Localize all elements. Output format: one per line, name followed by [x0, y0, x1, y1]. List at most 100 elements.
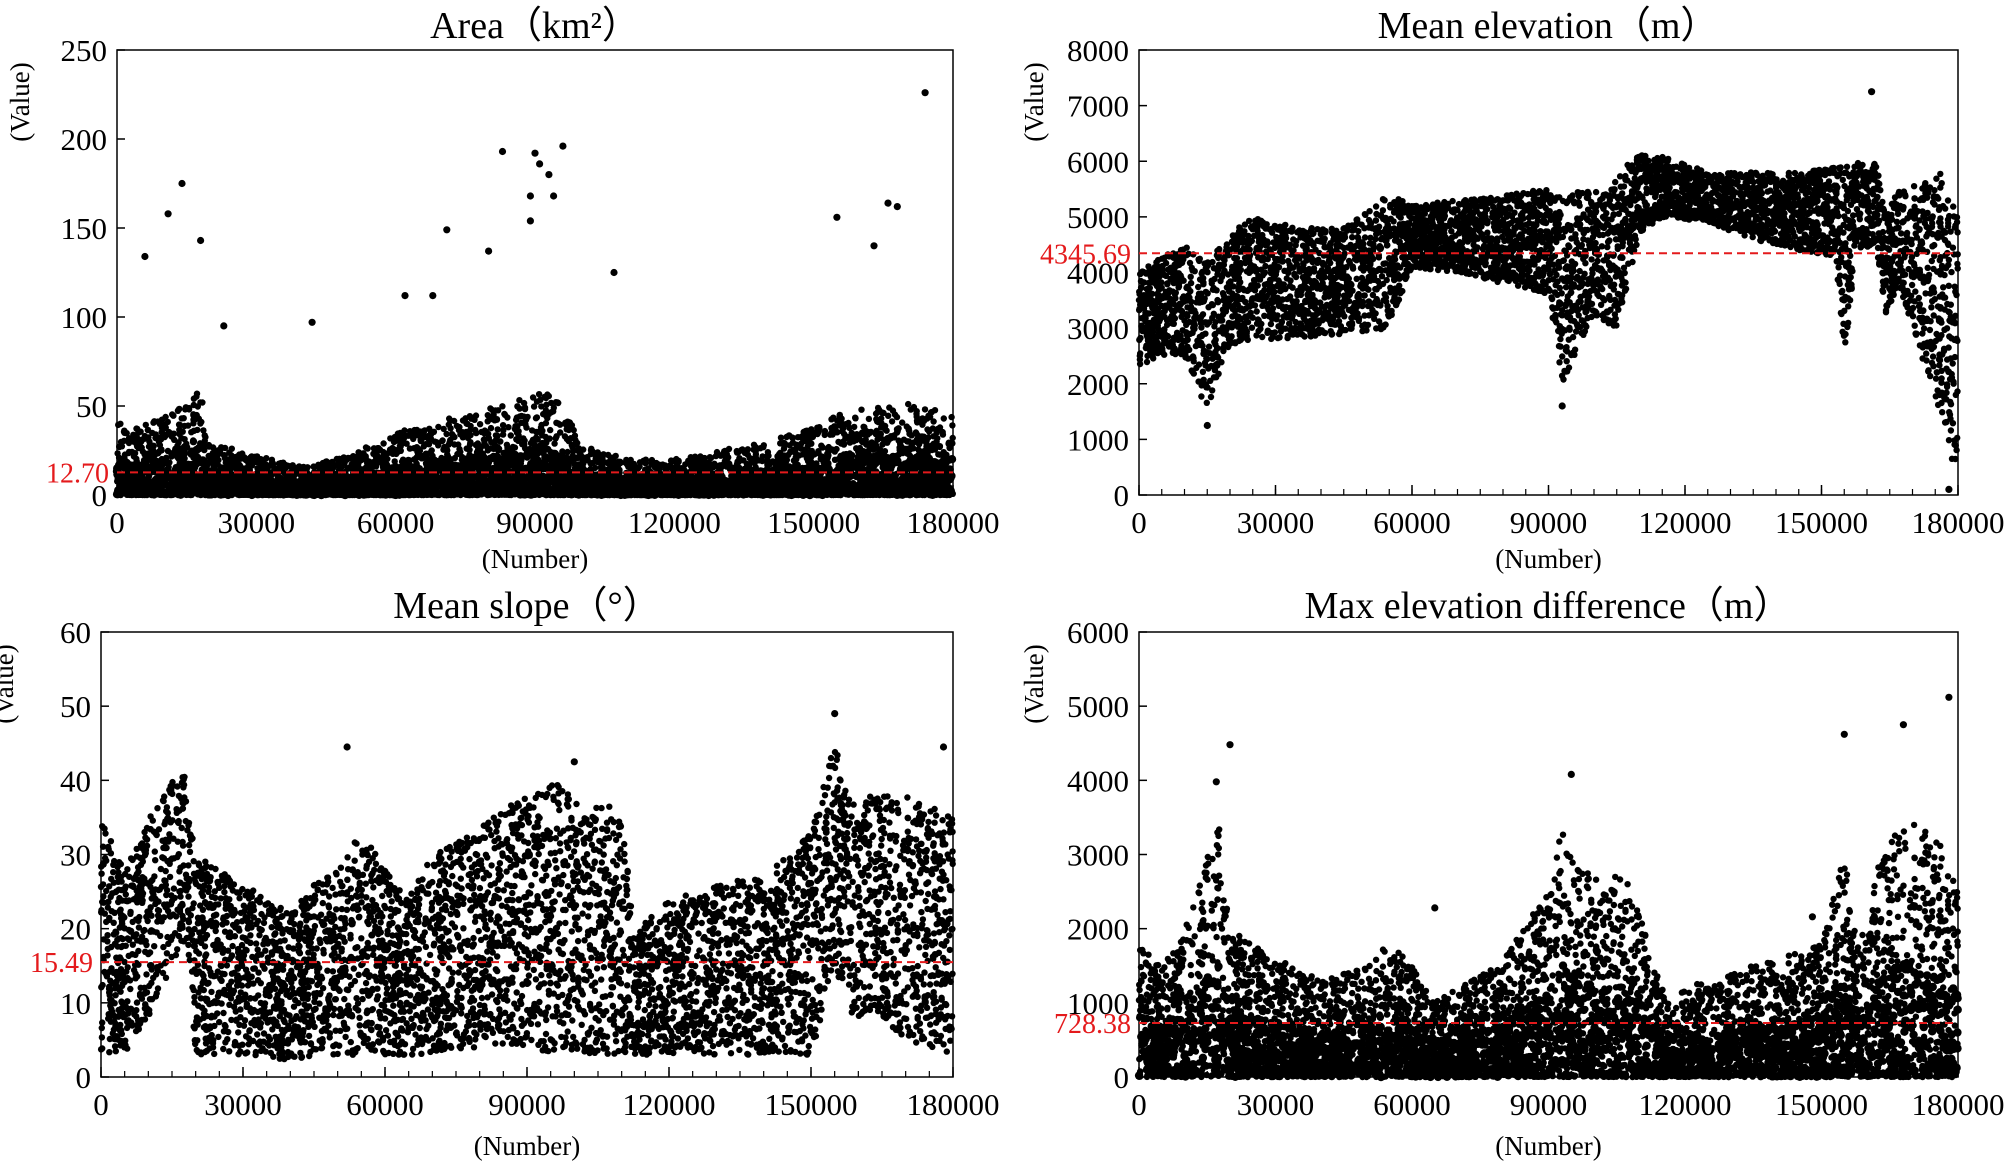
scatter-point [133, 425, 139, 431]
scatter-point [467, 432, 473, 438]
x-tick-label: 60000 [357, 505, 435, 540]
scatter-point [250, 457, 256, 463]
scatter-point [765, 453, 771, 459]
scatter-point [538, 403, 544, 409]
x-tick-label: 150000 [767, 505, 860, 540]
scatter-point [332, 462, 338, 468]
scatter-point [356, 450, 362, 456]
scatter-point [777, 440, 783, 446]
scatter-point [190, 439, 196, 445]
scatter-point [221, 452, 227, 458]
scatter-point [512, 426, 518, 432]
scatter-point [428, 430, 434, 436]
scatter-point [750, 446, 756, 452]
scatter-point [181, 415, 187, 421]
scatter-point [391, 439, 397, 445]
scatter-point [345, 455, 351, 461]
scatter-point [390, 451, 396, 457]
scatter-point [407, 428, 413, 434]
scatter-point [948, 414, 954, 420]
scatter-point [907, 446, 913, 452]
scatter-point [197, 420, 203, 426]
scatter-point [485, 418, 491, 424]
scatter-point [536, 391, 542, 397]
scatter-point [566, 438, 572, 444]
scatter-point [900, 450, 906, 456]
scatter-point [512, 444, 518, 450]
scatter-point [361, 456, 367, 462]
scatter-point [202, 432, 208, 438]
scatter-point [555, 400, 561, 406]
scatter-point [398, 437, 404, 443]
scatter-point [757, 445, 763, 451]
scatter-point [875, 408, 881, 414]
scatter-point [462, 415, 468, 421]
scatter-point [455, 441, 461, 447]
x-tick-label: 120000 [628, 505, 721, 540]
scatter-point [564, 426, 570, 432]
scatter-point [380, 440, 386, 446]
scatter-point [477, 421, 483, 427]
scatter-point [517, 413, 523, 419]
scatter-point [950, 435, 956, 441]
scatter-point [705, 460, 711, 466]
scatter-point [195, 403, 201, 409]
scatter-point [648, 458, 654, 464]
scatter-point [885, 413, 891, 419]
scatter-point [866, 416, 872, 422]
scatter-point [381, 455, 387, 461]
scatter-series [113, 89, 956, 499]
scatter-point [815, 448, 821, 454]
scatter-point [482, 427, 488, 433]
scatter-point [851, 424, 857, 430]
scatter-point [890, 407, 896, 413]
scatter-point [941, 415, 947, 421]
scatter-point [134, 443, 140, 449]
scatter-point [849, 430, 855, 436]
scatter-point [882, 423, 888, 429]
scatter-point [270, 460, 276, 466]
scatter-point [645, 465, 651, 471]
scatter-point [513, 436, 519, 442]
scatter-point [397, 443, 403, 449]
figure: Area（km²）0501001502002500 30000 60000 90000… [0, 0, 2008, 1166]
scatter-point [181, 423, 187, 429]
scatter-point [922, 406, 928, 412]
y-tick-label: 250 [61, 33, 108, 68]
scatter-point [539, 441, 545, 447]
scatter-point [315, 462, 321, 468]
scatter-point [177, 429, 183, 435]
scatter-point [551, 440, 557, 446]
scatter-point [932, 407, 938, 413]
scatter-point [478, 444, 484, 450]
scatter-point [489, 407, 495, 413]
scatter-point [906, 427, 912, 433]
scatter-point [808, 453, 814, 459]
scatter-point [188, 429, 194, 435]
scatter-point [834, 418, 840, 424]
scatter-point [528, 440, 534, 446]
scatter-point [791, 457, 797, 463]
scatter-point [413, 455, 419, 461]
scatter-point [569, 444, 575, 450]
scatter-point [492, 442, 498, 448]
chart-title: Area（km²） [430, 5, 640, 47]
scatter-point [828, 425, 834, 431]
scatter-point [447, 417, 453, 423]
scatter-point [862, 427, 868, 433]
y-tick-label: 100 [61, 300, 108, 335]
scatter-point [175, 408, 181, 414]
scatter-point [834, 429, 840, 435]
y-tick-label: 150 [61, 211, 108, 246]
scatter-point [845, 420, 851, 426]
scatter-point [406, 457, 412, 463]
scatter-point [213, 450, 219, 456]
x-axis-label: (Number) [482, 544, 588, 574]
scatter-point [613, 453, 619, 459]
scatter-point [117, 421, 123, 427]
scatter-point [547, 427, 553, 433]
scatter-point [858, 407, 864, 413]
scatter-point [814, 431, 820, 437]
scatter-point [787, 449, 793, 455]
